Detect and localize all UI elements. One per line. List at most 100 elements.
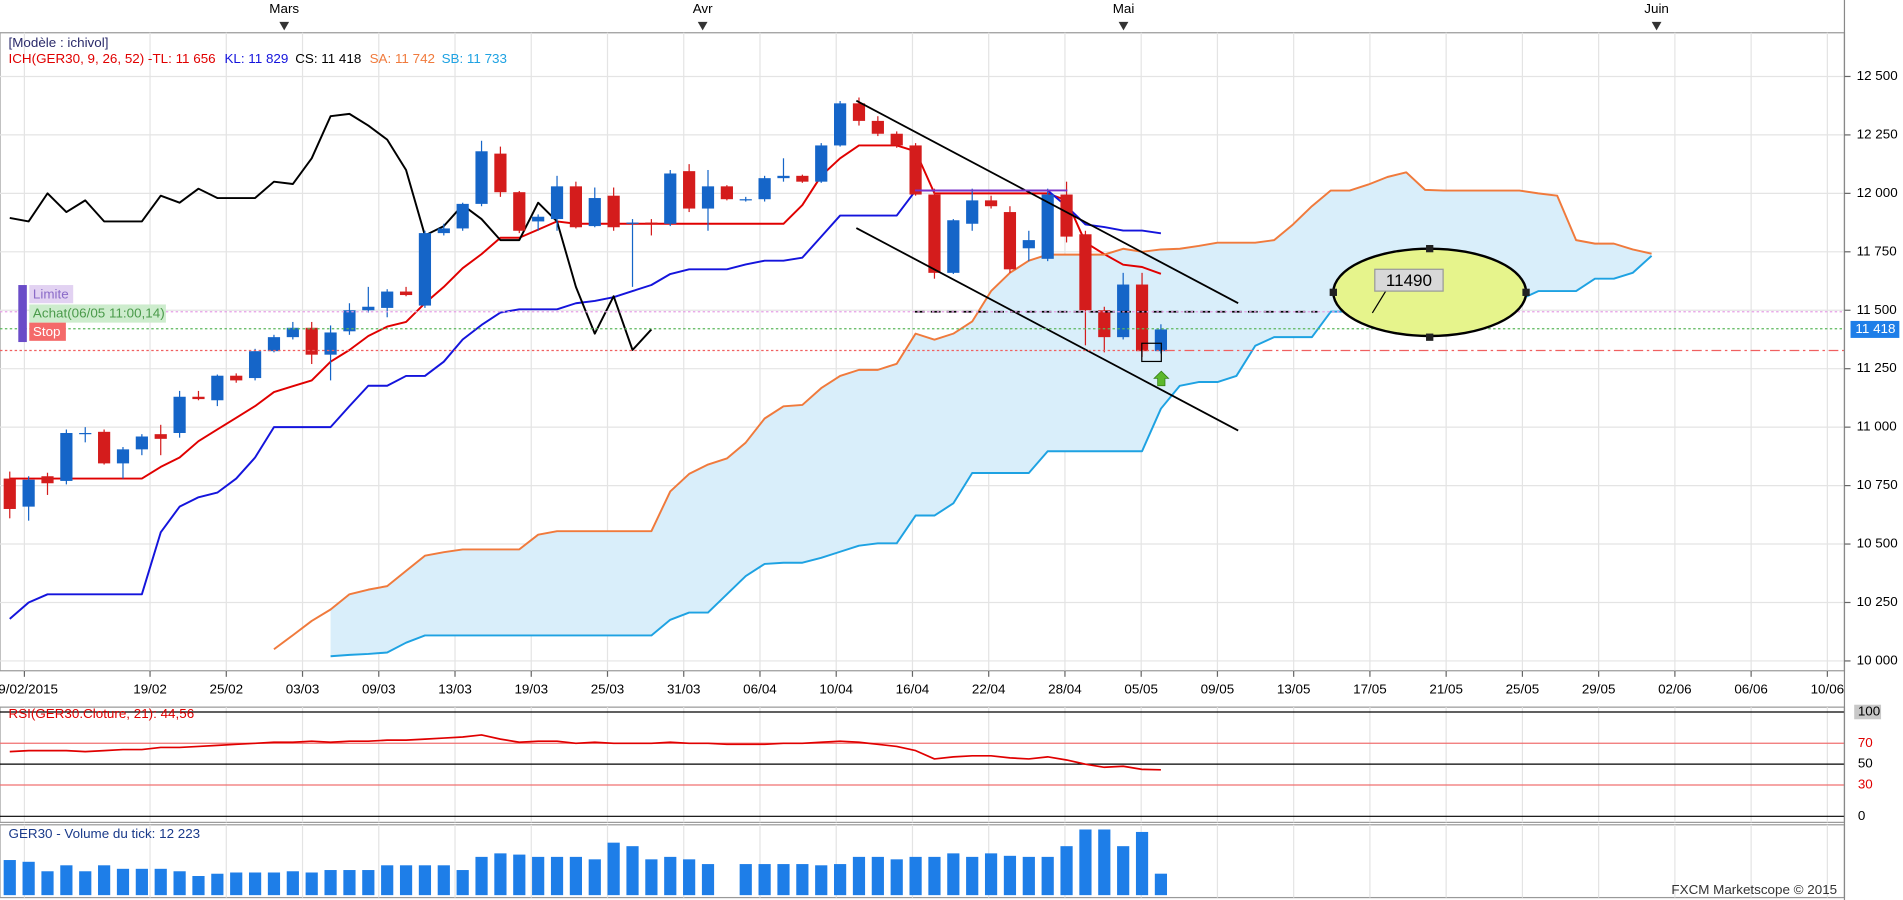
candle-body — [116, 449, 130, 464]
x-tick-label: 06/06 — [1734, 682, 1768, 697]
candle-body — [494, 153, 507, 193]
x-tick-label: 06/04 — [743, 682, 777, 697]
y-tick-label: 12 000 — [1857, 185, 1898, 200]
candle-body — [381, 291, 394, 308]
candle-body — [135, 436, 148, 450]
month-marker — [279, 21, 290, 31]
candle-body — [550, 186, 564, 220]
candle-body — [966, 200, 979, 224]
y-tick-label: 11 000 — [1857, 419, 1897, 434]
x-tick-label: 13/05 — [1277, 682, 1311, 697]
month-label: Juin — [1644, 1, 1669, 16]
volume-bar — [890, 859, 903, 896]
candle-body — [871, 120, 884, 134]
rsi-tick-label: 0 — [1858, 808, 1865, 823]
candle-body — [98, 431, 111, 464]
x-tick-label: 25/02 — [209, 682, 243, 697]
candle-body — [437, 228, 450, 234]
y-tick-label: 11 500 — [1857, 302, 1897, 317]
volume-title: GER30 - Volume du tick: 12 223 — [9, 826, 201, 841]
candle-body — [909, 145, 922, 195]
volume-bar — [286, 871, 299, 896]
candle-body — [475, 151, 488, 204]
y-tick-label: 10 750 — [1857, 477, 1898, 492]
volume-bar — [267, 872, 281, 896]
volume-bar — [154, 868, 167, 896]
indicator-line — [273, 171, 1652, 651]
volume-bar — [645, 859, 658, 896]
volume-bar — [701, 864, 715, 896]
volume-bar — [984, 853, 998, 896]
cloud-layer — [330, 172, 1652, 657]
x-tick-label: 25/05 — [1506, 682, 1540, 697]
volume-bar — [1135, 831, 1149, 896]
volume-bar — [1154, 873, 1168, 896]
order-label: Achat(06/05 11:00,14) — [33, 306, 165, 321]
volume-bar — [607, 842, 620, 896]
x-tick-label: 17/05 — [1353, 682, 1387, 697]
month-label: Avr — [693, 1, 713, 16]
month-label: Mars — [269, 1, 299, 16]
month-marker — [697, 21, 708, 31]
rsi-tick-label: 100 — [1858, 704, 1880, 719]
y-tick-label: 12 500 — [1857, 68, 1898, 83]
footer: FXCM Marketscope © 2015 — [1671, 882, 1837, 897]
indicator-line — [9, 112, 653, 351]
candle-body — [928, 194, 941, 273]
volume-bar — [41, 871, 54, 896]
candle-body — [664, 173, 677, 224]
volume-bar — [324, 870, 337, 896]
volume-bar — [98, 865, 111, 896]
candle-body — [683, 171, 696, 209]
rsi-tick-label: 70 — [1858, 735, 1873, 750]
volume-bar — [796, 864, 809, 896]
candle-body — [626, 222, 639, 224]
rsi-tick-label: 30 — [1858, 777, 1873, 792]
callout-label: 11490 — [1386, 271, 1432, 290]
x-tick-label: 31/03 — [667, 682, 701, 697]
legend-entry: TL: 11 656 — [152, 51, 215, 66]
marks-layer — [3, 97, 1168, 896]
candle-body — [720, 186, 733, 200]
volume-bar — [381, 865, 394, 896]
volume-bar — [211, 873, 224, 896]
legend-entry: SA: 11 742 — [370, 51, 435, 66]
candle-body — [1079, 234, 1092, 311]
candle-body — [192, 396, 205, 400]
volume-bar — [1041, 856, 1054, 896]
volume-bar — [230, 872, 243, 896]
candle-body — [362, 306, 375, 311]
candle-body — [1060, 194, 1073, 237]
indicator-line — [9, 144, 1162, 480]
volume-bar — [60, 865, 73, 896]
legend-entry: KL: 11 829 — [224, 51, 288, 66]
volume-bar — [683, 859, 696, 896]
candle-body — [399, 291, 413, 296]
order-box — [29, 304, 166, 323]
volume-bar — [192, 876, 205, 896]
x-tick-label: 25/03 — [591, 682, 625, 697]
legend-entry: CS: 11 418 — [295, 51, 361, 66]
volume-bar — [758, 864, 771, 896]
last-price-box — [1850, 320, 1900, 338]
x-tick-label: 22/04 — [972, 682, 1006, 697]
candle-body — [758, 178, 771, 200]
x-tick-label: 03/03 — [286, 682, 320, 697]
candle-body — [852, 103, 866, 121]
month-marker — [1118, 21, 1129, 31]
indicator-label: ICH(GER30, 9, 26, 52) - — [9, 51, 153, 66]
volume-bar — [834, 864, 847, 896]
trend-line-upper — [855, 99, 1239, 305]
legend-entry: SB: 11 733 — [442, 51, 507, 66]
candle-body — [305, 327, 318, 355]
x-tick-label: 09/05 — [1201, 682, 1235, 697]
x-tick-label: 28/04 — [1048, 682, 1082, 697]
rsi-tick-label: 50 — [1858, 756, 1873, 771]
kumo-cloud — [330, 172, 1652, 657]
candle-body — [569, 186, 583, 228]
volume-bar — [418, 865, 432, 896]
volume-bar — [173, 871, 186, 896]
candle-body — [22, 479, 35, 507]
volume-bar — [399, 865, 413, 896]
x-tick-label: 29/05 — [1582, 682, 1616, 697]
